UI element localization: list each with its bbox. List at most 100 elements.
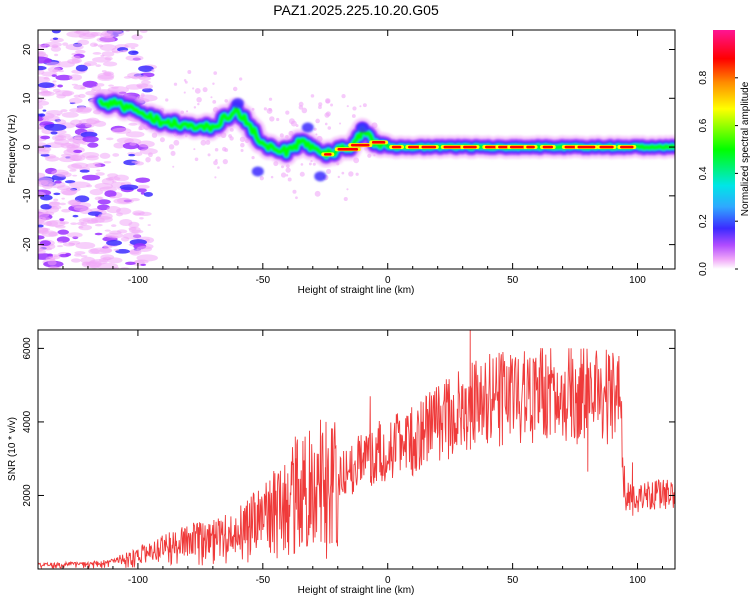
heatmap-noise-blob xyxy=(61,111,79,118)
heatmap-noise-blob xyxy=(75,241,96,250)
heatmap-noise-dot xyxy=(301,107,308,114)
heatmap-noise-dot xyxy=(362,103,367,108)
heatmap-noise-dot xyxy=(341,171,345,175)
heatmap-noise-dot xyxy=(202,87,208,93)
heatmap-island xyxy=(356,122,369,133)
heatmap-noise-blob xyxy=(128,153,136,157)
heatmap-noise-blob xyxy=(71,154,79,159)
heatmap-noise-dot xyxy=(200,139,207,146)
heatmap-noise-blob xyxy=(97,204,110,211)
heatmap-noise-blob xyxy=(61,208,71,213)
heatmap-noise-blob xyxy=(38,91,42,94)
heatmap-noise-blob xyxy=(62,42,69,46)
heatmap-noise-blob xyxy=(104,229,111,232)
heatmap-noise-dot xyxy=(318,105,322,110)
heatmap-noise-blob xyxy=(40,98,47,101)
heatmap-noise-blob xyxy=(46,61,61,67)
heatmap-noise-blob xyxy=(99,44,117,51)
heatmap-noise-dot xyxy=(295,124,299,128)
heatmap-noise-dot xyxy=(172,165,175,168)
heatmap-noise-blob xyxy=(85,155,99,161)
heatmap-noise-blob xyxy=(101,51,115,57)
heatmap-noise-blob xyxy=(77,39,90,46)
heatmap-noise-blob xyxy=(86,117,100,125)
heatmap-noise-blob xyxy=(45,155,60,162)
heatmap-noise-blob xyxy=(38,116,44,122)
heatmap-noise-blob xyxy=(42,115,60,122)
spectrogram-y-axis-label: Frequency (Hz) xyxy=(7,115,18,184)
heatmap-noise-dot xyxy=(159,137,165,143)
heatmap-noise-dot xyxy=(312,162,316,166)
heatmap-noise-blob xyxy=(124,42,139,48)
heatmap-noise-dot xyxy=(214,176,217,179)
heatmap-noise-blob xyxy=(137,140,155,148)
heatmap-noise-dot xyxy=(300,163,304,166)
heatmap-noise-blob xyxy=(59,202,66,206)
heatmap-noise-blob xyxy=(128,122,138,126)
heatmap-noise-blob xyxy=(125,131,145,138)
heatmap-noise-blob xyxy=(112,153,120,157)
y-tick-label: 6000 xyxy=(22,337,33,360)
heatmap-noise-blob xyxy=(96,36,116,43)
heatmap-noise-blob xyxy=(123,76,132,79)
heatmap-noise-dot xyxy=(268,97,273,101)
heatmap-noise-dot xyxy=(212,82,215,85)
heatmap-noise-blob xyxy=(38,100,50,106)
heatmap-noise-blob xyxy=(123,49,128,52)
heatmap-noise-blob xyxy=(125,55,144,61)
heatmap-noise-blob xyxy=(78,93,86,99)
heatmap-noise-blob xyxy=(106,239,122,246)
heatmap-noise-blob xyxy=(125,261,136,266)
heatmap-noise-dot xyxy=(193,106,197,109)
heatmap-island xyxy=(251,166,264,177)
heatmap-noise-blob xyxy=(145,238,150,242)
colorbar-tick-label: 0.4 xyxy=(698,166,709,180)
heatmap-noise-blob xyxy=(40,203,52,210)
x-tick-label: 0 xyxy=(385,275,391,286)
heatmap-noise-blob xyxy=(57,241,64,244)
heatmap-noise-blob xyxy=(138,65,154,72)
snr-background xyxy=(38,330,675,569)
heatmap-noise-dot xyxy=(326,168,332,174)
heatmap-noise-dot xyxy=(315,133,318,136)
colorbar-tick-label: 0.8 xyxy=(698,70,709,84)
heatmap-noise-blob xyxy=(40,135,51,140)
heatmap-noise-blob xyxy=(56,113,61,116)
heatmap-noise-dot xyxy=(292,189,297,194)
x-tick-label: 100 xyxy=(629,275,646,286)
heatmap-noise-dot xyxy=(298,101,304,107)
heatmap-noise-dot xyxy=(270,175,274,179)
heatmap-noise-dot xyxy=(193,148,196,151)
heatmap-noise-blob xyxy=(54,180,62,184)
heatmap-noise-dot xyxy=(330,103,334,107)
snr-x-axis-label: Height of straight line (km) xyxy=(298,585,415,596)
heatmap-noise-blob xyxy=(136,254,158,262)
heatmap-noise-blob xyxy=(111,86,119,89)
heatmap-noise-blob xyxy=(96,169,101,172)
heatmap-noise-blob xyxy=(68,242,76,246)
heatmap-noise-blob xyxy=(100,54,105,58)
heatmap-noise-blob xyxy=(143,191,153,197)
heatmap-noise-dot xyxy=(240,149,244,153)
heatmap-noise-blob xyxy=(103,161,112,164)
heatmap-noise-blob xyxy=(80,86,86,90)
heatmap-noise-blob xyxy=(94,223,103,227)
heatmap-noise-blob xyxy=(105,232,124,239)
heatmap-noise-blob xyxy=(71,83,78,86)
heatmap-noise-dot xyxy=(184,80,188,84)
heatmap-noise-dot xyxy=(337,175,340,179)
heatmap-noise-blob xyxy=(97,74,114,81)
y-tick-label: -10 xyxy=(22,188,33,203)
heatmap-noise-blob xyxy=(53,198,59,202)
heatmap-noise-blob xyxy=(113,142,126,149)
heatmap-noise-blob xyxy=(102,61,118,67)
heatmap-noise-blob xyxy=(66,232,83,238)
heatmap-noise-dot xyxy=(213,71,218,75)
heatmap-noise-blob xyxy=(99,247,113,253)
x-tick-label: -50 xyxy=(256,275,271,286)
heatmap-noise-blob xyxy=(147,224,151,226)
heatmap-noise-dot xyxy=(228,134,232,138)
heatmap-noise-dot xyxy=(313,127,317,131)
heatmap-noise-blob xyxy=(38,68,45,75)
heatmap-noise-blob xyxy=(42,217,51,221)
